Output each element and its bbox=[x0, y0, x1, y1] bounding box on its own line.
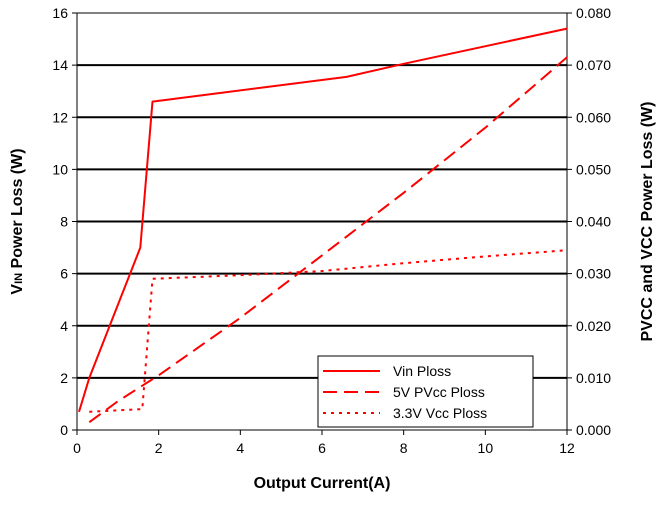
legend-label: 3.3V Vcc Ploss bbox=[393, 405, 487, 421]
y-right-axis-title: PVCC and VCC Power Loss (W) bbox=[639, 101, 656, 341]
y-left-title-subscript: IN bbox=[13, 273, 25, 284]
x-tick-label: 10 bbox=[478, 440, 494, 456]
y-left-axis-title: VIN Power Loss (W) bbox=[9, 148, 26, 294]
y-left-tick-label: 16 bbox=[52, 5, 68, 21]
y-right-tick-label: 0.000 bbox=[576, 422, 611, 438]
y-left-tick-label: 6 bbox=[60, 266, 68, 282]
y-right-tick-label: 0.040 bbox=[576, 214, 611, 230]
y-left-tick-label: 10 bbox=[52, 161, 68, 177]
y-left-tick-label: 4 bbox=[60, 318, 68, 334]
axis-ticks bbox=[72, 12, 572, 435]
x-tick-label: 8 bbox=[400, 440, 408, 456]
x-axis-title: Output Current(A) bbox=[254, 475, 391, 492]
series-line bbox=[88, 56, 568, 424]
x-tick-label: 6 bbox=[318, 440, 326, 456]
y-right-tick-label: 0.050 bbox=[576, 161, 611, 177]
x-tick-label: 0 bbox=[73, 440, 81, 456]
y-right-tick-label: 0.060 bbox=[576, 109, 611, 125]
y-right-tick-label: 0.030 bbox=[576, 266, 611, 282]
legend: Vin Ploss 5V PVcc Ploss 3.3V Vcc Ploss bbox=[317, 355, 534, 428]
y-left-tick-label: 0 bbox=[60, 422, 68, 438]
series-line bbox=[89, 249, 568, 413]
y-right-tick-label: 0.080 bbox=[576, 5, 611, 21]
y-left-tick-label: 2 bbox=[60, 370, 68, 386]
legend-label: Vin Ploss bbox=[393, 363, 451, 379]
x-tick-label: 12 bbox=[559, 440, 575, 456]
y-right-tick-label: 0.010 bbox=[576, 370, 611, 386]
x-tick-label: 4 bbox=[236, 440, 244, 456]
series-line bbox=[78, 27, 568, 413]
legend-label: 5V PVcc Ploss bbox=[393, 384, 485, 400]
tick-labels: 0 0.000 2 0.010 4 0.020 6 0.030 8 0.040 10 0.050 12 0… bbox=[52, 5, 611, 456]
y-left-title-v: V bbox=[9, 284, 26, 295]
y-right-tick-label: 0.020 bbox=[576, 318, 611, 334]
y-right-tick-label: 0.070 bbox=[576, 57, 611, 73]
gridlines bbox=[77, 64, 567, 379]
y-left-tick-label: 8 bbox=[60, 214, 68, 230]
y-left-tick-label: 12 bbox=[52, 109, 68, 125]
x-tick-label: 2 bbox=[155, 440, 163, 456]
y-left-title-rest: Power Loss (W) bbox=[9, 148, 26, 272]
y-left-tick-label: 14 bbox=[52, 57, 68, 73]
series-lines bbox=[78, 27, 568, 424]
